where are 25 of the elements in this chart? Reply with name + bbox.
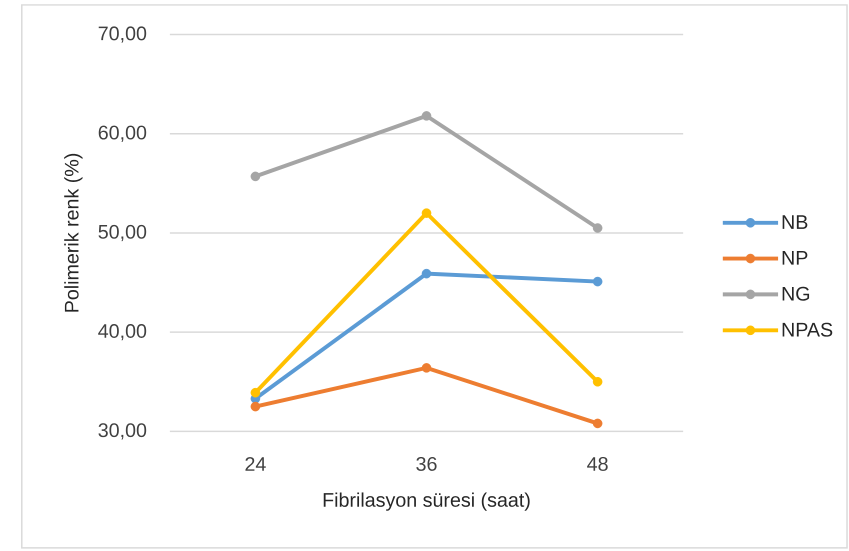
point (250, 172, 260, 182)
point (250, 402, 260, 412)
legend-label: NB (782, 215, 808, 229)
y-tick-label: 40,00 (98, 324, 146, 340)
y-tick-label: 70,00 (98, 26, 146, 43)
legend-label: NPAS (782, 322, 832, 337)
point (592, 377, 602, 387)
point (592, 223, 602, 233)
y-tick-label: 30,00 (98, 423, 146, 440)
y-tick-label: 50,00 (98, 224, 146, 242)
point (592, 418, 602, 428)
legend-label: NP (782, 251, 808, 265)
point (422, 268, 432, 279)
point (250, 388, 260, 398)
x-tick-label: 36 (416, 457, 437, 471)
y-axis-title: Polimerik renk (%) (64, 154, 83, 312)
point (422, 363, 432, 373)
point (422, 208, 432, 218)
x-tick-label: 48 (587, 457, 608, 471)
x-tick-label: 24 (245, 457, 266, 471)
x-axis-title: Fibrilasyon süresi (saat) (324, 492, 530, 511)
point (422, 111, 432, 121)
y-tick-label: 60,00 (98, 126, 146, 142)
point (592, 276, 602, 286)
legend-label: NG (782, 286, 810, 301)
